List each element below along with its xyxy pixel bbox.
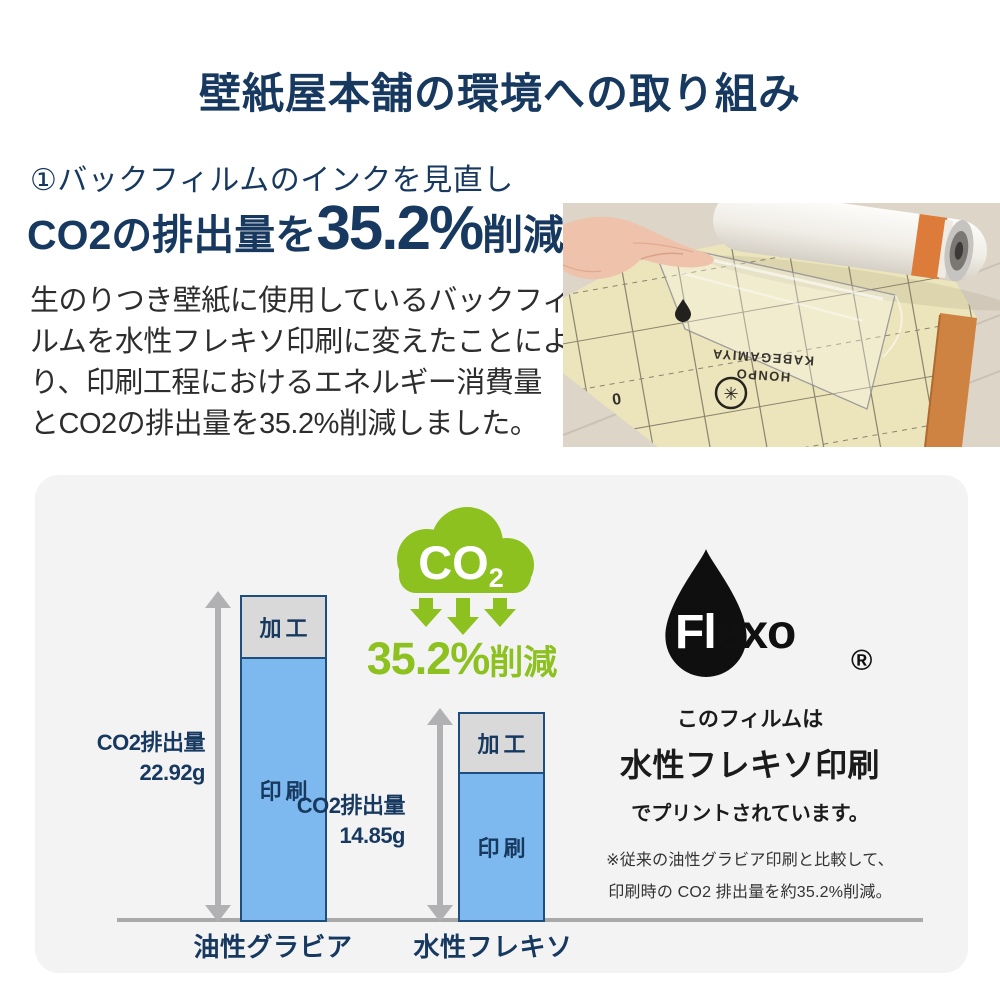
sheet-number: 0 [611,391,622,409]
segment-label: 加工 [477,732,530,757]
bar-segment-printing: 印刷 [242,659,325,920]
segment-label: 印刷 [477,836,530,861]
emission-amount-gravure: CO2排出量 22.92g [65,728,206,788]
emission-amount-flexo: CO2排出量 14.85g [265,791,406,851]
emission-range-arrow-gravure [205,591,231,922]
segment-label: 加工 [259,616,312,641]
bar-segment-processing: 加工 [242,597,325,659]
film-marks: KABEGAMIYA HONPO ✳ 0 [611,299,814,410]
bar-segment-printing: 印刷 [460,774,543,920]
registered-mark: ® [851,645,873,677]
category-label-gravure: 油性グラビア [193,932,353,962]
segment-label: 印刷 [259,778,312,804]
headline-value: 35.2% [316,194,484,263]
film-statement-line1: このフィルムは [676,708,824,731]
droplet-icon [665,549,747,677]
flexo-column: Flexo ® このフィルムは 水性フレキソ印刷 でプリントされています。 ※従… [595,547,905,902]
svg-text:✳: ✳ [723,384,738,404]
co2-reduction-headline: CO2の排出量を35.2%削減 [27,193,564,264]
cloud-shape [397,507,534,593]
sheet-orange-edge [925,313,977,447]
category-label-flexo: 水性フレキソ [413,932,573,962]
page-title: 壁紙屋本舗の環境への取り組み [198,70,801,117]
film-statement-line3: でプリントされています。 [631,803,869,825]
hand [563,216,714,280]
reduction-label: 35.2%削減 [357,633,567,685]
emission-amount-value: 22.92g [139,760,206,785]
headline-prefix: CO2の排出量を [27,212,317,258]
product-photo: KABEGAMIYA HONPO ✳ 0 [563,203,1000,447]
co2-cloud-text: CO2 [418,536,504,593]
intro-heading: ①バックフィルムのインクを見直し [30,164,514,197]
paragraph-line: とCO2の排出量を35.2%削減しました。 [30,408,539,440]
bar-segment-processing: 加工 [460,714,543,774]
arrow-up-icon [205,591,231,608]
paragraph-line: ルムを水性フレキソ印刷に変えたことによ [30,326,571,358]
flexo-logo: Flexo ® [595,547,905,699]
intro-paragraph: 生のりつき壁紙に使用しているバックフィ ルムを水性フレキソ印刷に変えたことによ … [30,281,571,445]
film-brand-text: KABEGAMIYA [711,346,814,368]
reduction-value: 35.2% [366,633,491,684]
headline-suffix: 削減 [482,212,565,258]
wallpaper-sheet [563,215,977,447]
film-statement-line2: 水性フレキソ印刷 [619,747,880,783]
emission-range-arrow-flexo [427,708,453,922]
reduction-suffix: 削減 [489,644,558,682]
arrow-down-icon [205,905,231,922]
flexo-wordmark: Flexo [675,606,796,659]
emission-amount-title: CO2排出量 [96,730,206,755]
arrow-down-icon [427,905,453,922]
co2-down-arrows-icon [410,598,516,635]
co2-cloud-icon: CO2 [375,503,551,637]
arrow-up-icon [427,708,453,725]
transparent-film [649,240,903,410]
paragraph-line: 生のりつき壁紙に使用しているバックフィ [30,285,571,317]
film-brand-text: HONPO [735,366,791,385]
stacked-bar-gravure: 加工 印刷 [240,595,327,922]
comparison-note-line1: ※従来の油性グラビア印刷と比較して、 [606,852,894,869]
stacked-bar-flexo: 加工 印刷 [458,712,545,922]
emission-amount-title: CO2排出量 [296,793,406,818]
paragraph-line: り、印刷工程におけるエネルギー消費量 [30,367,542,399]
emission-amount-value: 14.85g [339,823,406,848]
wallpaper-roll [713,203,987,282]
comparison-note-line2: 印刷時の CO2 排出量を約35.2%削減。 [608,884,892,901]
chart-panel: CO2排出量 22.92g 加工 印刷 油性グラビア CO2排出量 14.85g… [35,475,968,973]
